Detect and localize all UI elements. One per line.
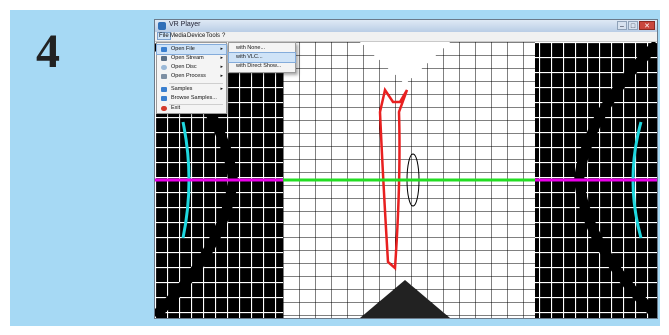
menu-item-open-disc[interactable]: Open Disc ▸ [157,63,226,72]
step-number: 4 [36,25,60,78]
video-view[interactable] [155,42,657,318]
file-menu-dropdown: Open File ▸ Open Stream ▸ Open Disc ▸ Op… [156,42,227,114]
submenu-item-with-none[interactable]: with None... [236,45,266,51]
menu-item-browse-samples[interactable]: Browse Samples... [157,94,226,103]
window-title: VR Player [169,21,201,28]
menu-item-samples[interactable]: Samples ▸ [157,85,226,94]
close-button[interactable]: ✕ [639,21,655,30]
maximize-button[interactable]: □ [628,21,638,30]
menu-device[interactable]: Device [187,33,206,39]
menu-media[interactable]: Media [170,33,187,39]
menu-file[interactable]: File [157,32,171,40]
menu-item-open-stream[interactable]: Open Stream ▸ [157,54,226,63]
app-icon [158,22,166,30]
exit-icon [161,106,167,111]
menu-bar: File Media Device Tools ? [155,32,657,42]
menu-item-open-process[interactable]: Open Process ▸ [157,72,226,81]
menu-separator [169,104,223,105]
open-disc-icon [161,65,167,70]
menu-help[interactable]: ? [222,33,226,39]
open-file-submenu: with None... with VLC... with Direct Sho… [228,42,296,73]
submenu-item-with-direct-show[interactable]: with Direct Show... [236,63,282,69]
menu-item-exit[interactable]: Exit [157,104,226,113]
title-bar[interactable]: VR Player – □ ✕ [155,20,657,32]
red-marker [378,86,409,271]
menu-separator [169,83,223,84]
minimize-button[interactable]: – [617,21,627,30]
menu-item-open-file[interactable]: Open File ▸ [156,44,227,55]
samples-icon [161,87,167,92]
open-process-icon [161,74,167,79]
open-file-icon [161,47,167,52]
player-window: VR Player – □ ✕ File Media Device Tools … [154,19,658,319]
open-stream-icon [161,56,167,61]
menu-tools[interactable]: Tools [206,33,221,39]
submenu-item-with-vlc[interactable]: with VLC... [228,52,296,63]
browse-samples-icon [161,96,167,101]
